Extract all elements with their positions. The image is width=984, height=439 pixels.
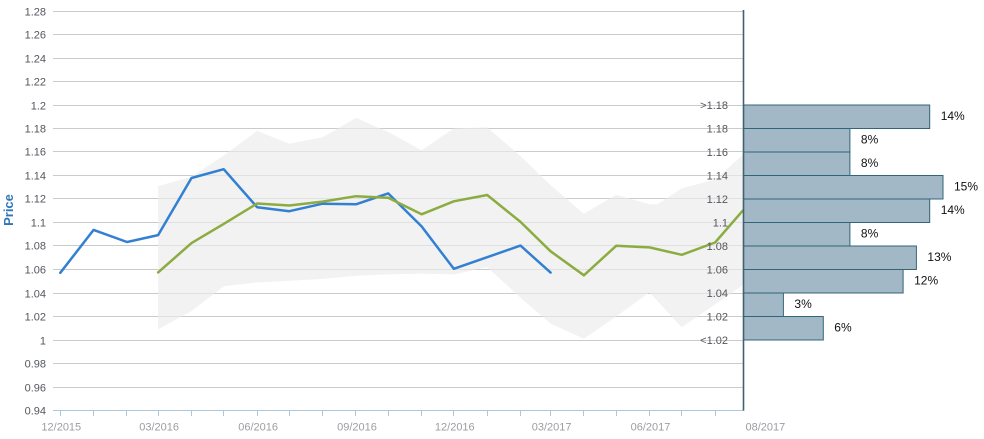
svg-text:06/2017: 06/2017 <box>631 422 671 434</box>
svg-text:1.04: 1.04 <box>25 289 46 301</box>
svg-text:06/2016: 06/2016 <box>238 422 278 434</box>
svg-text:1.18: 1.18 <box>707 124 728 136</box>
svg-text:1.06: 1.06 <box>25 265 46 277</box>
svg-text:1.14: 1.14 <box>707 171 728 183</box>
svg-text:1.22: 1.22 <box>25 77 46 89</box>
svg-text:0.94: 0.94 <box>25 406 46 418</box>
svg-text:1.12: 1.12 <box>707 194 728 206</box>
svg-text:1.26: 1.26 <box>25 30 46 42</box>
svg-text:1.1: 1.1 <box>31 218 46 230</box>
svg-text:1.08: 1.08 <box>707 241 728 253</box>
svg-text:1.14: 1.14 <box>25 171 46 183</box>
svg-text:8%: 8% <box>861 227 879 241</box>
svg-text:08/2017: 08/2017 <box>746 422 786 434</box>
svg-text:8%: 8% <box>861 133 879 147</box>
svg-text:1.04: 1.04 <box>707 288 728 300</box>
svg-text:8%: 8% <box>861 156 879 170</box>
svg-text:15%: 15% <box>954 180 978 194</box>
svg-text:Price: Price <box>1 194 16 226</box>
svg-text:1.16: 1.16 <box>25 147 46 159</box>
svg-text:03/2016: 03/2016 <box>139 422 179 434</box>
svg-text:12/2016: 12/2016 <box>435 422 475 434</box>
svg-text:1.2: 1.2 <box>31 101 46 113</box>
svg-text:1.08: 1.08 <box>25 241 46 253</box>
svg-text:13%: 13% <box>927 250 951 264</box>
svg-text:09/2016: 09/2016 <box>337 422 377 434</box>
svg-text:3%: 3% <box>794 297 812 311</box>
svg-text:1.18: 1.18 <box>25 124 46 136</box>
svg-text:0.96: 0.96 <box>25 383 46 395</box>
svg-text:1.02: 1.02 <box>707 312 728 324</box>
svg-text:>1.18: >1.18 <box>700 100 728 112</box>
svg-text:1.28: 1.28 <box>25 7 46 19</box>
svg-text:03/2017: 03/2017 <box>532 422 572 434</box>
svg-text:0.98: 0.98 <box>25 359 46 371</box>
svg-text:<1.02: <1.02 <box>700 335 728 347</box>
svg-text:1.06: 1.06 <box>707 265 728 277</box>
svg-text:1: 1 <box>40 336 46 348</box>
svg-text:14%: 14% <box>941 203 965 217</box>
svg-text:12/2015: 12/2015 <box>41 422 81 434</box>
svg-text:1.16: 1.16 <box>707 147 728 159</box>
svg-text:1.12: 1.12 <box>25 194 46 206</box>
svg-text:6%: 6% <box>834 321 852 335</box>
svg-text:1.1: 1.1 <box>713 218 728 230</box>
svg-text:12%: 12% <box>914 274 938 288</box>
svg-text:1.02: 1.02 <box>25 312 46 324</box>
svg-text:14%: 14% <box>941 109 965 123</box>
svg-text:1.24: 1.24 <box>25 54 46 66</box>
